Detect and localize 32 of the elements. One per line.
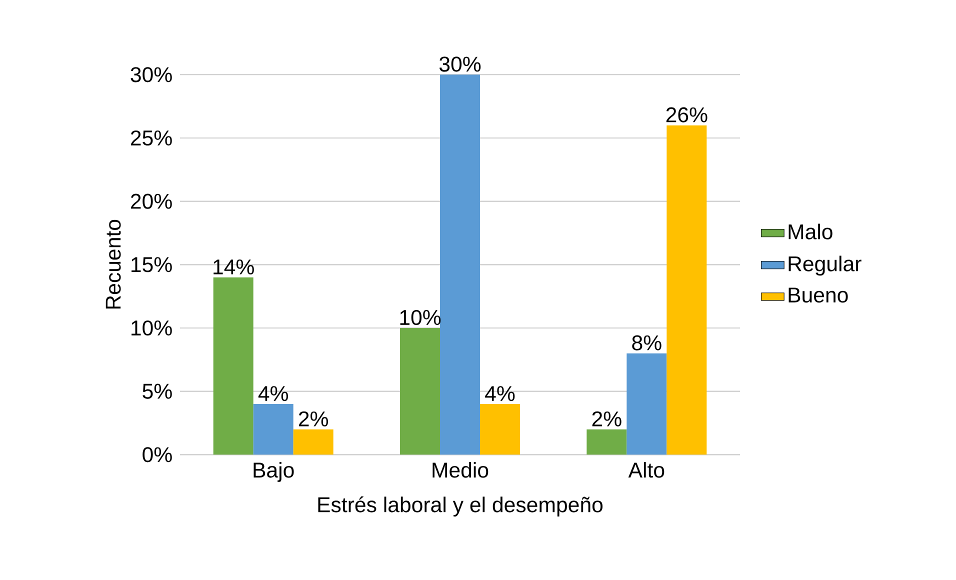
data-label: 2%	[592, 411, 622, 426]
x-tick-label: Bajo	[254, 462, 294, 482]
data-label: 8%	[632, 335, 662, 350]
bar	[666, 125, 707, 455]
y-tick-label: 15%	[132, 257, 172, 272]
data-label: 4%	[485, 386, 515, 402]
bar	[400, 328, 440, 455]
data-label: 2%	[298, 411, 328, 426]
bar	[213, 277, 254, 455]
y-tick-label: 10%	[132, 320, 172, 336]
legend-label: Regular	[788, 256, 862, 276]
y-tick-label: 20%	[131, 194, 172, 209]
y-tick-label: 0%	[142, 447, 172, 462]
data-label: 30%	[439, 56, 481, 72]
x-tick-label: Alto	[628, 462, 664, 478]
y-tick-label: 25%	[131, 130, 172, 146]
y-tick-label: 5%	[142, 384, 172, 399]
y-tick-label: 30%	[130, 67, 172, 82]
y-axis-title: Recuento	[106, 220, 121, 309]
bar	[626, 353, 667, 455]
x-axis-title: Estrés laboral y el desempeño	[318, 496, 603, 517]
bar	[586, 429, 627, 455]
bar	[253, 404, 294, 455]
bar	[293, 429, 334, 455]
x-tick-label: Medio	[432, 462, 488, 478]
data-label: 26%	[666, 107, 708, 122]
data-label: 14%	[214, 259, 254, 274]
legend-label: Malo	[788, 224, 832, 240]
bar	[440, 74, 480, 455]
bar	[480, 404, 520, 455]
data-label: 4%	[258, 386, 288, 402]
legend-label: Bueno	[788, 288, 848, 303]
